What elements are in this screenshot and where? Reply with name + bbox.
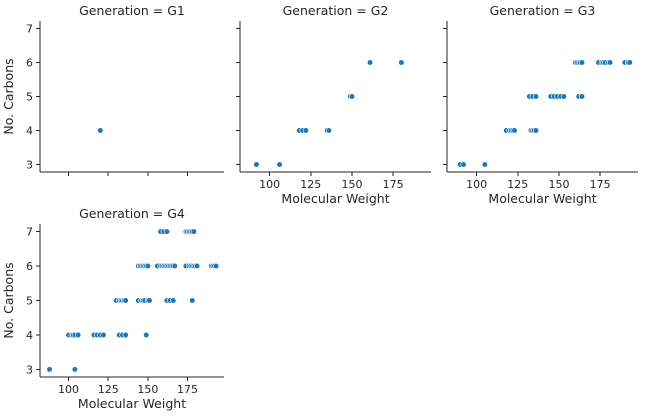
y-tick-label: 7 xyxy=(26,226,33,239)
data-point xyxy=(325,127,333,134)
x-tick-label: 175 xyxy=(177,383,198,396)
x-tick-label: 125 xyxy=(507,178,528,191)
data-point xyxy=(578,59,586,66)
x-tick-label: 100 xyxy=(466,178,487,191)
data-point xyxy=(398,59,405,66)
data-point xyxy=(366,59,374,66)
data-point xyxy=(71,366,78,373)
data-point xyxy=(189,297,196,304)
data-point xyxy=(606,59,614,66)
panel-title: Generation = G3 xyxy=(490,3,596,18)
x-tick-label: 150 xyxy=(548,178,569,191)
data-point xyxy=(276,161,283,168)
data-point xyxy=(163,228,170,235)
data-point xyxy=(253,161,260,168)
data-point xyxy=(578,93,586,100)
y-axis-label: No. Carbons xyxy=(1,262,16,338)
data-point xyxy=(144,262,151,270)
x-axis-label: Molecular Weight xyxy=(488,191,596,206)
data-point xyxy=(460,161,467,168)
x-tick-label: 125 xyxy=(98,383,119,396)
data-point xyxy=(348,93,356,100)
data-point xyxy=(190,228,197,235)
data-point xyxy=(146,297,153,304)
x-tick-label: 100 xyxy=(58,383,79,396)
x-tick-label: 175 xyxy=(383,178,404,191)
panel-title: Generation = G2 xyxy=(283,3,389,18)
x-tick-label: 150 xyxy=(341,178,362,191)
data-point xyxy=(46,366,53,373)
facet-panel-4: 3 4 5 6 7 100 125 150 175 Generation = G4 Molecula… xyxy=(1,206,224,411)
data-point xyxy=(481,161,488,168)
facet-panel-1: 3 4 5 6 7 Generation = G1 No. Carbons xyxy=(1,3,224,176)
y-tick-label: 4 xyxy=(26,125,33,138)
data-point xyxy=(143,331,150,339)
y-axis-label: No. Carbons xyxy=(1,58,16,134)
x-tick-label: 100 xyxy=(259,178,280,191)
data-point xyxy=(302,127,309,134)
x-tick-label: 150 xyxy=(137,383,158,396)
facet-panel-3: 100 125 150 175 Generation = G3 Molecular Wei… xyxy=(443,3,638,206)
data-point xyxy=(511,127,518,134)
data-point xyxy=(560,93,568,100)
data-point xyxy=(626,59,633,66)
data-point xyxy=(532,127,540,134)
data-point xyxy=(74,331,82,339)
panel-title: Generation = G4 xyxy=(79,206,185,221)
y-tick-label: 5 xyxy=(26,295,33,308)
data-point xyxy=(193,262,201,270)
data-point xyxy=(171,262,178,270)
data-point xyxy=(170,297,177,304)
x-axis-label: Molecular Weight xyxy=(281,191,389,206)
data-point xyxy=(122,331,129,339)
y-tick-label: 6 xyxy=(26,56,33,69)
y-tick-label: 4 xyxy=(26,329,33,342)
data-point xyxy=(97,127,104,134)
data-point xyxy=(100,331,107,339)
data-point xyxy=(532,93,540,100)
panel-title: Generation = G1 xyxy=(79,3,185,18)
x-tick-label: 175 xyxy=(590,178,611,191)
y-tick-label: 5 xyxy=(26,91,33,104)
facet-panel-2: 100 125 150 175 Generation = G2 Molecular Wei… xyxy=(236,3,431,206)
data-point xyxy=(212,262,220,270)
y-tick-label: 3 xyxy=(26,159,33,172)
x-tick-label: 125 xyxy=(300,178,321,191)
x-axis-label: Molecular Weight xyxy=(78,396,186,411)
y-tick-label: 6 xyxy=(26,260,33,273)
y-tick-label: 3 xyxy=(26,363,33,376)
y-tick-label: 7 xyxy=(26,22,33,35)
data-point xyxy=(122,297,129,304)
